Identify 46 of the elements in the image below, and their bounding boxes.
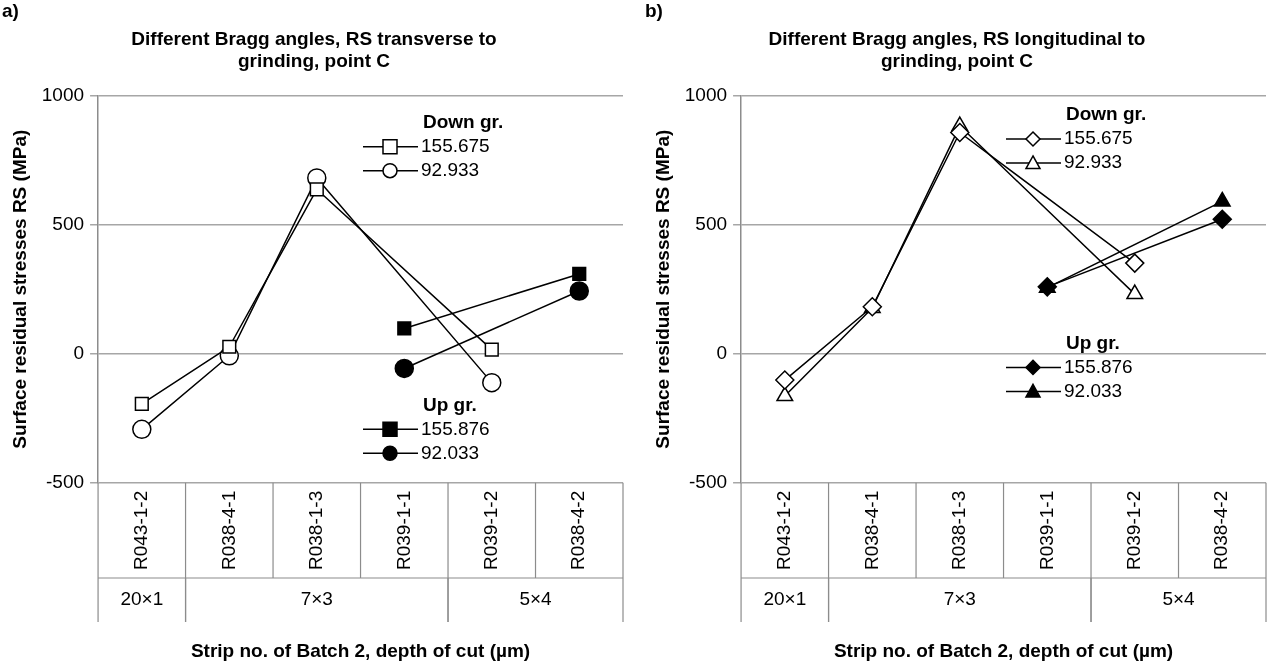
y-tick-label: -500 xyxy=(689,471,728,493)
text: 20×1 xyxy=(120,588,164,610)
y-tick-label: 500 xyxy=(52,212,85,234)
y-tick-label: 1000 xyxy=(684,83,728,105)
x-tick-label: R039-1-1 xyxy=(1035,490,1057,571)
text: 5×4 xyxy=(1162,588,1196,610)
y-tick-label: 0 xyxy=(73,341,85,363)
legend-label: 155.876 xyxy=(421,417,490,439)
legend-label: 155.675 xyxy=(1064,127,1133,149)
x-tick-label: R043-1-2 xyxy=(773,490,795,571)
x-tick-label: R038-1-3 xyxy=(948,490,970,571)
x-tick-label: R039-1-1 xyxy=(392,490,414,571)
annotation: Down gr. xyxy=(423,110,504,132)
x-tick-label: R038-1-3 xyxy=(305,490,327,571)
legend-label: 92.033 xyxy=(421,441,480,463)
legend-label: 92.933 xyxy=(421,158,480,180)
text: a) xyxy=(2,0,19,21)
y-axis-title: Surface residual stresses RS (MPa) xyxy=(8,129,30,449)
text: 7×3 xyxy=(300,588,333,610)
x-tick-label: R038-4-2 xyxy=(567,490,589,571)
annotation: Down gr. xyxy=(1066,103,1147,125)
x-tick-label: R038-4-2 xyxy=(1210,490,1232,571)
chart-title: Different Bragg angles, RS longitudinal to grinding, point C xyxy=(768,27,1146,72)
x-tick-label: R039-1-2 xyxy=(1123,490,1144,571)
y-tick-label: 1000 xyxy=(41,83,85,105)
x-tick-label: R043-1-2 xyxy=(130,490,152,571)
text: 5×4 xyxy=(519,588,553,610)
text: 7×3 xyxy=(943,588,976,610)
text: 20×1 xyxy=(763,588,807,610)
x-tick-label: R039-1-2 xyxy=(480,490,501,571)
y-tick-label: -500 xyxy=(46,471,85,493)
x-axis-title: Strip no. of Batch 2, depth of cut (µm) xyxy=(833,640,1174,662)
legend-label: 155.675 xyxy=(421,134,490,156)
x-tick-label: R038-4-1 xyxy=(217,490,239,571)
legend-label: 155.876 xyxy=(1064,355,1133,377)
annotation: Up gr. xyxy=(423,393,477,415)
annotation: Up gr. xyxy=(1066,331,1120,353)
x-tick-label: R038-4-1 xyxy=(860,490,882,571)
legend-label: 92.933 xyxy=(1064,151,1123,173)
y-tick-label: 0 xyxy=(716,341,728,363)
x-axis-title: Strip no. of Batch 2, depth of cut (µm) xyxy=(190,640,531,662)
y-tick-label: 500 xyxy=(695,212,728,234)
text: b) xyxy=(645,0,663,21)
y-axis-title: Surface residual stresses RS (MPa) xyxy=(651,129,673,449)
chart-title: Different Bragg angles, RS transverse to grinding, point C xyxy=(131,27,497,72)
legend-label: 92.033 xyxy=(1064,379,1123,401)
